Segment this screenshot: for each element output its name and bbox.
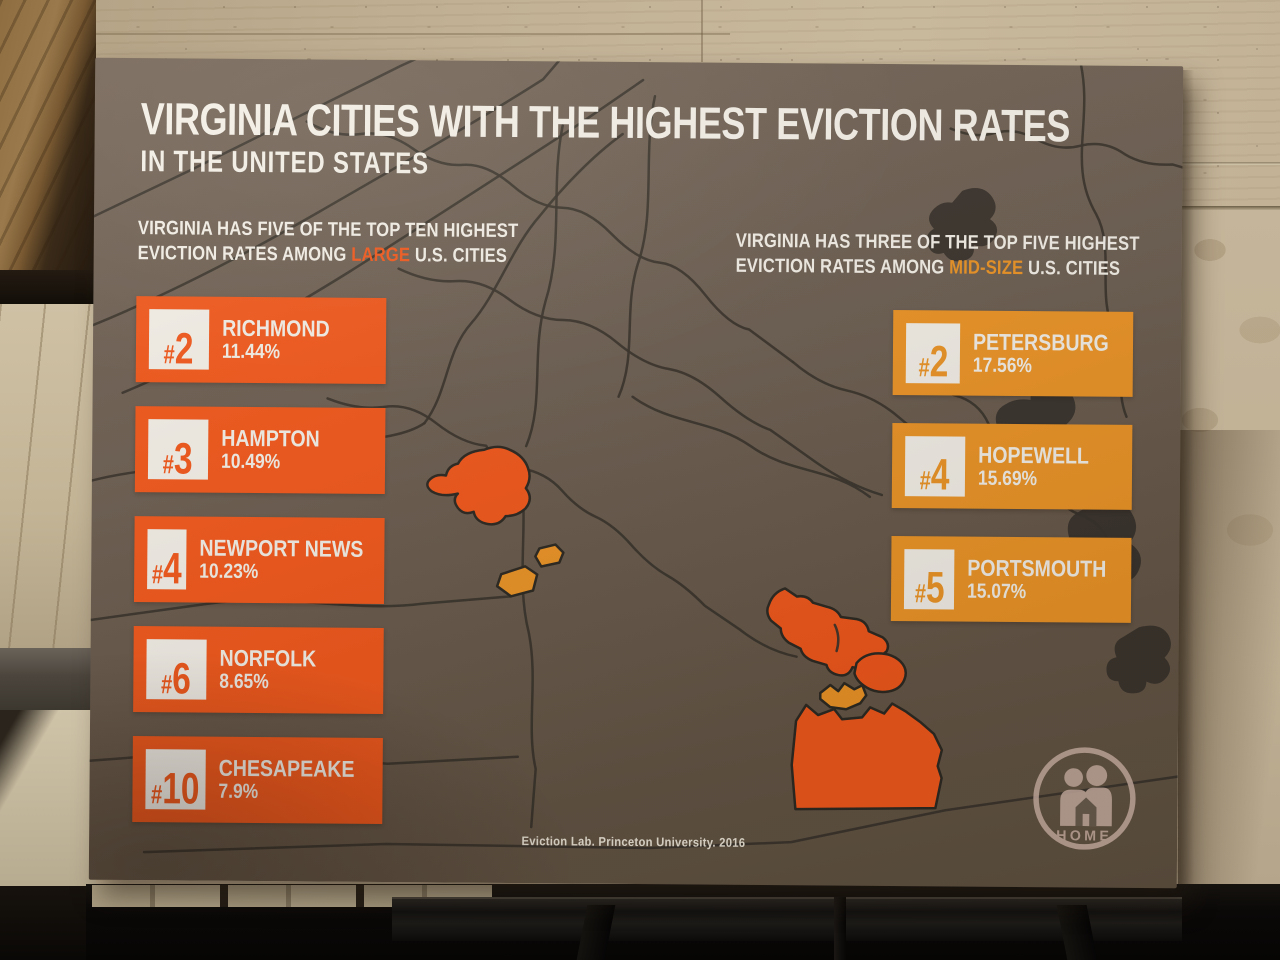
wall-seam <box>1180 162 1280 165</box>
svg-text:HOME: HOME <box>1056 828 1112 844</box>
poster-shadow <box>1178 70 1194 890</box>
rank-label: #4 <box>151 543 182 593</box>
ranking-card-hampton: #3 HAMPTON 10.49% <box>134 406 386 495</box>
hallway-floor <box>0 304 96 648</box>
section-heading-midsize-cities: VIRGINIA HAS THREE OF THE TOP FIVE HIGHE… <box>735 229 1140 281</box>
city-label: CHESAPEAKE <box>218 754 355 782</box>
large-cities-ranking-list: #2 RICHMOND 11.44% #3 HAMPTON 10.49% #4 … <box>132 296 387 825</box>
rank-label: #10 <box>151 763 200 814</box>
rate-label: 17.56% <box>973 353 1033 377</box>
highlight-midsize: MID-SIZE <box>949 256 1024 280</box>
easel-tray <box>392 897 1182 941</box>
rank-box: #4 <box>147 529 187 593</box>
rank-box: #5 <box>903 548 955 613</box>
map-portsmouth-shape <box>818 681 868 711</box>
ranking-card-petersburg: #2 PETERSBURG 17.56% <box>892 310 1134 397</box>
highlight-large: LARGE <box>351 244 411 267</box>
map-hopewell-shape <box>534 543 565 568</box>
map-chesapeake-shape <box>790 702 944 811</box>
floor-shadow <box>0 886 96 960</box>
ranking-card-hopewell: #4 HOPEWELL 15.69% <box>891 423 1133 510</box>
city-label: PORTSMOUTH <box>967 554 1107 582</box>
map-richmond-shape <box>426 445 532 526</box>
section-heading-large-cities: VIRGINIA HAS FIVE OF THE TOP TEN HIGHEST… <box>137 217 519 268</box>
poster-title-block: VIRGINIA CITIES WITH THE HIGHEST EVICTIO… <box>140 93 1183 186</box>
rate-label: 11.44% <box>221 340 281 364</box>
wall-seam <box>701 0 703 62</box>
poster-shadow <box>1178 430 1280 960</box>
gold-marble-arch <box>0 0 96 270</box>
midsize-cities-ranking-list: #2 PETERSBURG 17.56% #4 HOPEWELL 15.69% … <box>890 310 1134 623</box>
rank-label: #2 <box>917 337 949 387</box>
wall-seam <box>1180 206 1280 210</box>
rank-label: #3 <box>163 433 194 484</box>
ranking-card-norfolk: #6 NORFOLK 8.65% <box>133 626 384 715</box>
rank-label: #5 <box>914 563 945 613</box>
rank-label: #4 <box>919 450 951 500</box>
city-label: NORFOLK <box>219 644 317 672</box>
city-label: NEWPORT NEWS <box>199 534 364 563</box>
easel-post <box>834 897 846 960</box>
poster-title: VIRGINIA CITIES WITH THE HIGHEST EVICTIO… <box>140 93 1071 152</box>
home-people-icon: HOME <box>1033 747 1136 850</box>
rate-label: 8.65% <box>219 670 269 694</box>
rank-box: #3 <box>147 419 209 484</box>
rate-label: 10.49% <box>220 450 281 474</box>
rank-label: #6 <box>161 653 192 704</box>
city-label: RICHMOND <box>222 314 330 342</box>
rank-box: #6 <box>146 639 207 704</box>
hallway-floor <box>0 710 96 886</box>
rank-label: #2 <box>163 323 195 374</box>
infographic-poster: VIRGINIA CITIES WITH THE HIGHEST EVICTIO… <box>88 57 1184 889</box>
rate-label: 7.9% <box>218 780 259 804</box>
city-label: PETERSBURG <box>973 328 1110 356</box>
rank-box: #10 <box>145 749 206 814</box>
city-label: HAMPTON <box>221 424 320 452</box>
ranking-card-chesapeake: #10 CHESAPEAKE 7.9% <box>132 736 383 825</box>
map-petersburg-shape <box>495 565 539 598</box>
rate-label: 10.23% <box>199 559 259 584</box>
rank-box: #2 <box>148 309 210 374</box>
ranking-card-newport-news: #4 NEWPORT NEWS 10.23% <box>133 516 385 605</box>
wall-seam <box>90 33 730 35</box>
home-logo: HOME <box>1029 743 1140 854</box>
city-label: HOPEWELL <box>978 441 1090 469</box>
rate-label: 15.07% <box>967 579 1027 603</box>
ranking-card-richmond: #2 RICHMOND 11.44% <box>135 296 387 385</box>
map-norfolk-shape <box>853 652 908 694</box>
rank-box: #2 <box>905 322 961 387</box>
rank-box: #4 <box>904 435 966 500</box>
ranking-card-portsmouth: #5 PORTSMOUTH 15.07% <box>890 536 1132 623</box>
wall-dark-band <box>0 270 96 304</box>
rate-label: 15.69% <box>977 466 1038 490</box>
wall-dark-band <box>0 648 96 710</box>
